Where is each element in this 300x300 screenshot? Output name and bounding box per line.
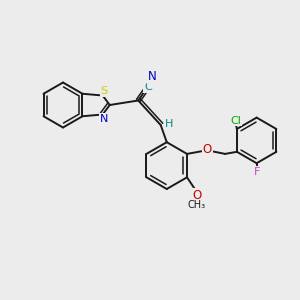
Text: C: C: [144, 82, 152, 92]
Text: N: N: [100, 114, 108, 124]
Text: H: H: [165, 118, 173, 129]
Text: N: N: [148, 70, 157, 83]
Text: O: O: [192, 189, 202, 202]
Text: F: F: [254, 167, 260, 177]
Text: CH₃: CH₃: [188, 200, 206, 210]
Text: Cl: Cl: [230, 116, 241, 126]
Text: S: S: [100, 86, 108, 96]
Text: O: O: [202, 143, 212, 156]
